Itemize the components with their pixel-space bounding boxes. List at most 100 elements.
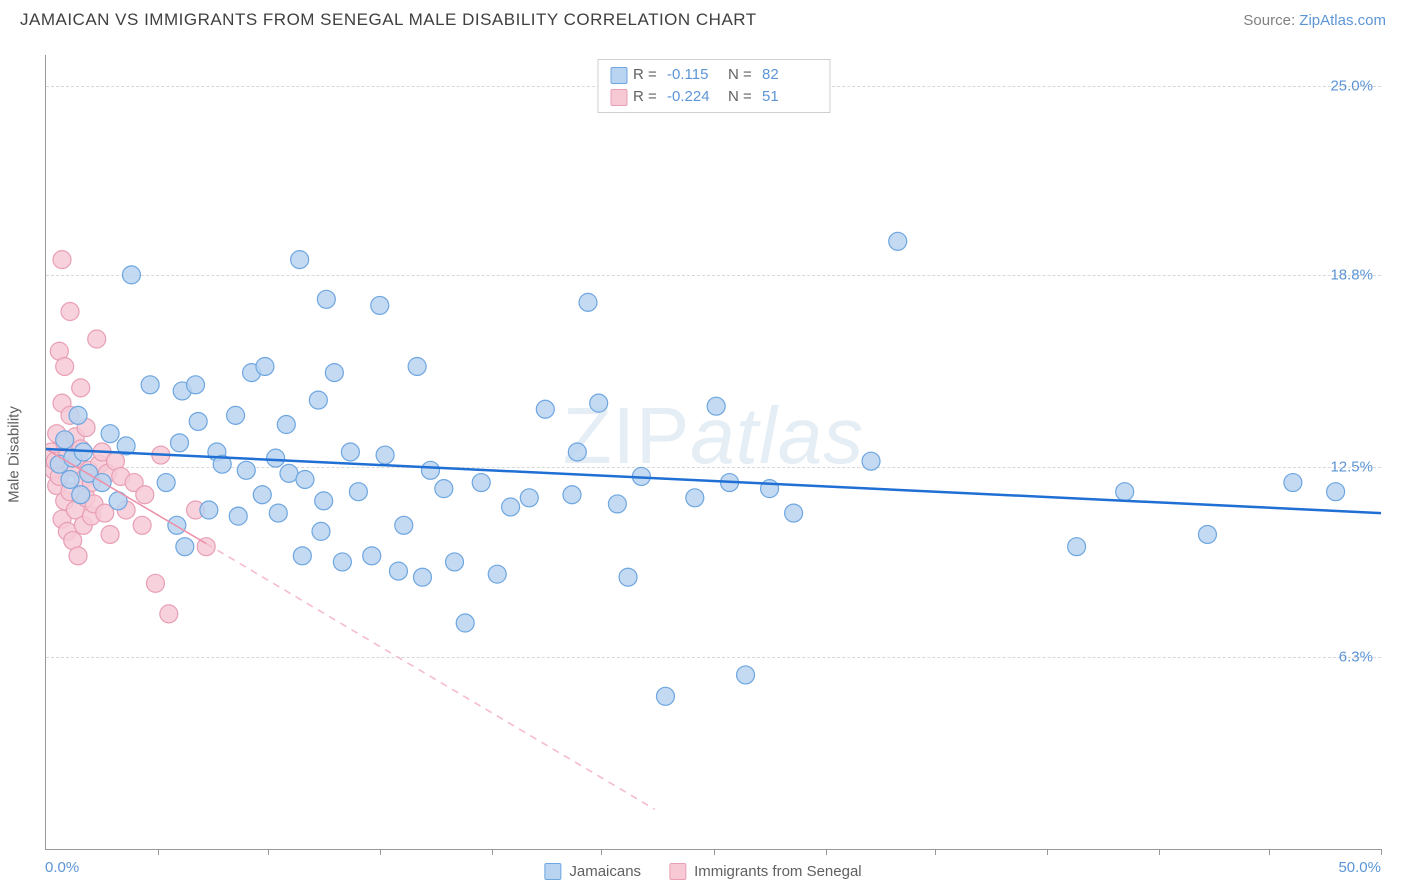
data-point (325, 364, 343, 382)
legend-item: Immigrants from Senegal (669, 863, 862, 880)
data-point (333, 553, 351, 571)
data-point (157, 474, 175, 492)
legend-row: R = -0.115 N = 82 (610, 64, 817, 86)
data-point (53, 251, 71, 269)
series-legend: Jamaicans Immigrants from Senegal (544, 863, 861, 880)
data-point (56, 431, 74, 449)
data-point (1068, 538, 1086, 556)
x-tick-mark (826, 849, 827, 855)
data-point (227, 406, 245, 424)
data-point (1327, 483, 1345, 501)
data-point (590, 394, 608, 412)
r-value: -0.115 (667, 64, 722, 86)
x-min-label: 0.0% (45, 859, 79, 876)
x-tick-mark (1047, 849, 1048, 855)
x-tick-mark (1159, 849, 1160, 855)
data-point (291, 251, 309, 269)
data-point (229, 507, 247, 525)
data-point (707, 397, 725, 415)
data-point (363, 547, 381, 565)
data-point (187, 376, 205, 394)
data-point (312, 522, 330, 540)
data-point (101, 525, 119, 543)
swatch-blue-icon (610, 67, 627, 84)
data-point (435, 480, 453, 498)
data-point (376, 446, 394, 464)
data-point (408, 358, 426, 376)
data-point (146, 574, 164, 592)
data-point (136, 486, 154, 504)
data-point (563, 486, 581, 504)
data-point (293, 547, 311, 565)
data-point (608, 495, 626, 513)
data-point (133, 516, 151, 534)
x-tick-mark (601, 849, 602, 855)
x-tick-mark (268, 849, 269, 855)
data-point (122, 266, 140, 284)
data-point (269, 504, 287, 522)
data-point (296, 470, 314, 488)
data-point (579, 293, 597, 311)
chart-plot-area: ZIPatlas R = -0.115 N = 82 R = -0.224 N … (45, 55, 1381, 850)
legend-item: Jamaicans (544, 863, 641, 880)
data-point (309, 391, 327, 409)
data-point (69, 547, 87, 565)
data-point (737, 666, 755, 684)
data-point (889, 232, 907, 250)
data-point (389, 562, 407, 580)
data-point (1284, 474, 1302, 492)
data-point (280, 464, 298, 482)
data-point (315, 492, 333, 510)
data-point (141, 376, 159, 394)
swatch-blue-icon (544, 863, 561, 880)
r-value: -0.224 (667, 86, 722, 108)
data-point (171, 434, 189, 452)
data-point (72, 379, 90, 397)
swatch-pink-icon (669, 863, 686, 880)
r-label: R = (633, 64, 661, 86)
scatter-svg (46, 55, 1381, 849)
data-point (472, 474, 490, 492)
data-point (176, 538, 194, 556)
chart-source: Source: ZipAtlas.com (1243, 12, 1386, 29)
data-point (160, 605, 178, 623)
data-point (371, 296, 389, 314)
legend-row: R = -0.224 N = 51 (610, 86, 817, 108)
x-tick-mark (1381, 849, 1382, 855)
data-point (446, 553, 464, 571)
x-tick-mark (1269, 849, 1270, 855)
x-tick-mark (158, 849, 159, 855)
data-point (317, 290, 335, 308)
data-point (421, 461, 439, 479)
n-value: 82 (762, 64, 817, 86)
data-point (267, 449, 285, 467)
n-label: N = (728, 86, 756, 108)
trend-line (46, 449, 1381, 513)
data-point (189, 412, 207, 430)
data-point (413, 568, 431, 586)
data-point (256, 358, 274, 376)
data-point (656, 687, 674, 705)
data-point (277, 416, 295, 434)
data-point (72, 486, 90, 504)
y-axis-label: Male Disability (6, 406, 23, 503)
data-point (69, 406, 87, 424)
data-point (686, 489, 704, 507)
data-point (56, 358, 74, 376)
x-tick-mark (935, 849, 936, 855)
data-point (341, 443, 359, 461)
data-point (520, 489, 538, 507)
data-point (168, 516, 186, 534)
x-tick-mark (714, 849, 715, 855)
chart-title: JAMAICAN VS IMMIGRANTS FROM SENEGAL MALE… (20, 10, 757, 30)
data-point (61, 303, 79, 321)
data-point (502, 498, 520, 516)
data-point (488, 565, 506, 583)
data-point (101, 425, 119, 443)
x-tick-mark (492, 849, 493, 855)
trend-line (206, 544, 655, 810)
legend-label: Immigrants from Senegal (694, 863, 862, 880)
correlation-legend: R = -0.115 N = 82 R = -0.224 N = 51 (597, 59, 830, 113)
source-label: Source: (1243, 12, 1299, 29)
source-link[interactable]: ZipAtlas.com (1299, 12, 1386, 29)
